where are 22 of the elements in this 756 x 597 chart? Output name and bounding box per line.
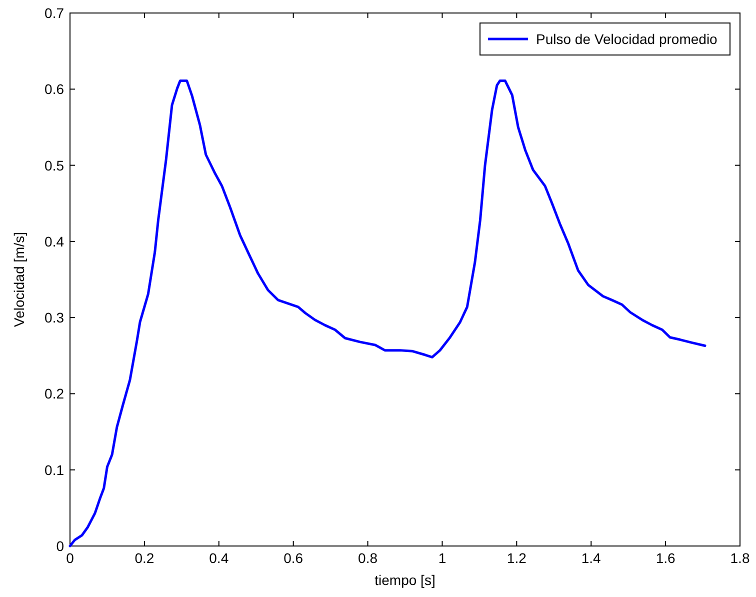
x-tick-label: 1.6 (656, 550, 676, 566)
x-tick-label: 1.8 (730, 550, 750, 566)
y-tick-label: 0.3 (44, 310, 64, 326)
x-tick-label: 0.4 (209, 550, 229, 566)
y-tick-label: 0.5 (44, 157, 64, 174)
x-tick-label: 1.4 (581, 550, 602, 566)
y-tick-label: 0.1 (44, 462, 64, 478)
y-tick-label: 0.7 (44, 5, 64, 21)
x-axis-title: tiempo [s] (374, 572, 436, 588)
y-tick-label: 0.2 (44, 386, 64, 402)
x-tick-label: 1.2 (506, 550, 527, 566)
y-tick-label: 0.6 (44, 81, 64, 98)
x-tick-label: 0.2 (134, 550, 154, 566)
x-tick-label: 1 (438, 550, 446, 566)
legend-label: Pulso de Velocidad promedio (536, 31, 718, 47)
line-series (68, 80, 706, 548)
y-tick-label: 0 (56, 538, 64, 554)
y-tick-label: 0.4 (44, 233, 64, 250)
x-tick-label: 0 (66, 550, 74, 566)
x-tick-label: 0.6 (284, 550, 304, 566)
x-tick-label: 0.8 (358, 550, 378, 566)
y-axis-title: Velocidad [m/s] (11, 232, 27, 327)
